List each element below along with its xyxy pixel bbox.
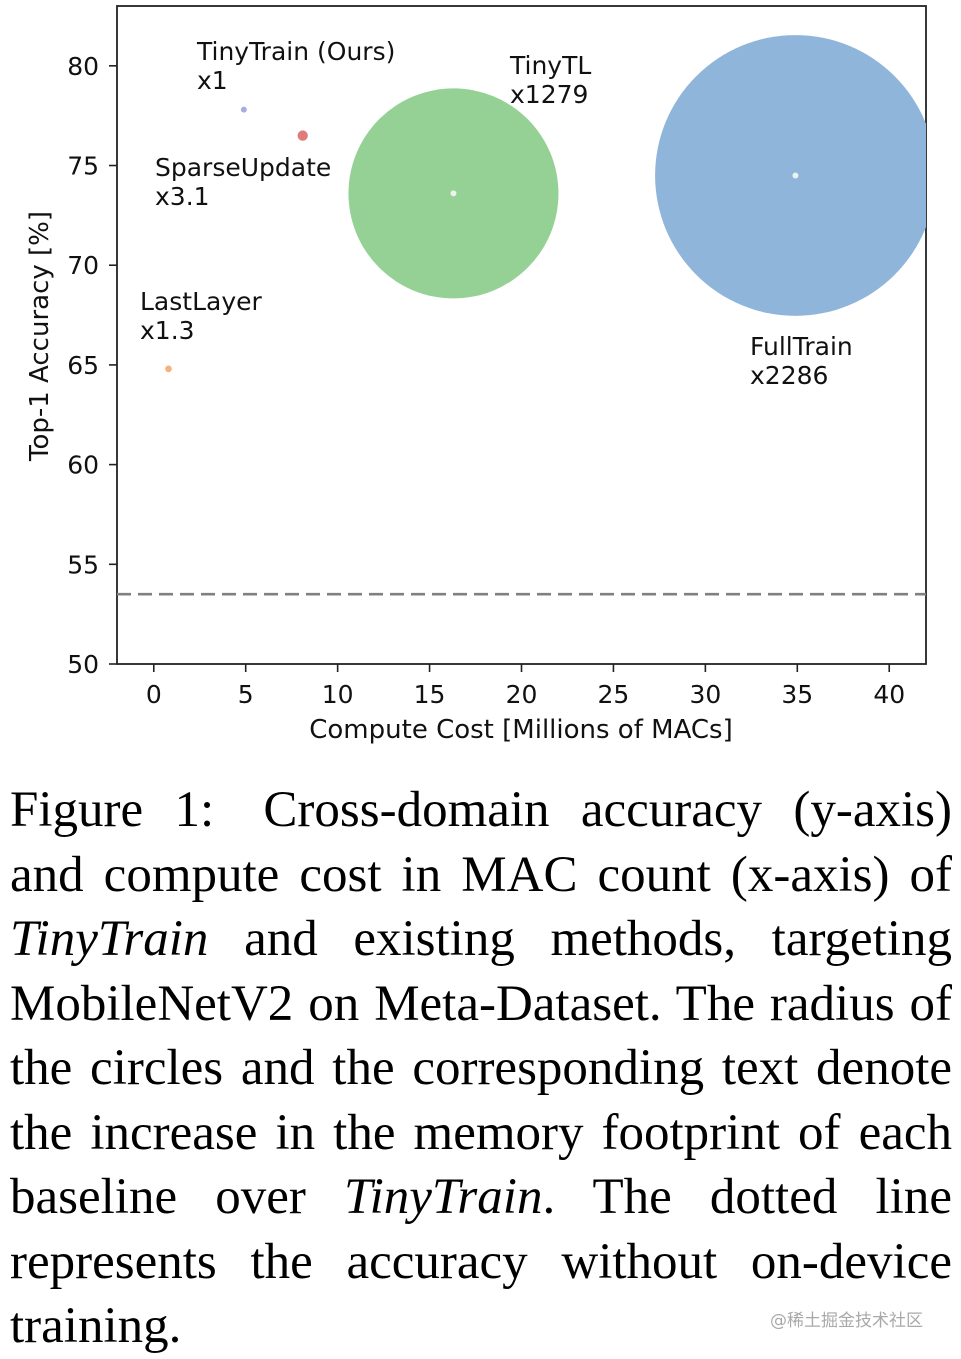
x-tick-label: 25 [598, 680, 630, 709]
bubble-tinytrain-ours [240, 106, 247, 113]
bubble-sparseupdate [297, 130, 308, 141]
annotation-tinytrain-ours-factor: x1 [197, 66, 228, 95]
annotation-fulltrain-name: FullTrain [750, 332, 853, 361]
bubble-center-dot [792, 172, 799, 179]
x-tick-label: 35 [781, 680, 813, 709]
annotation-sparseupdate-factor: x3.1 [155, 182, 210, 211]
annotation-sparseupdate-name: SparseUpdate [155, 153, 331, 182]
caption-text-1: Cross-domain accuracy (y-axis) and compu… [10, 782, 953, 903]
bubble-chart: 0 5 10 15 20 25 30 35 40 50 55 60 65 70 75 80 LastLaye… [25, 5, 927, 745]
watermark: @稀土掘金技术社区 [770, 1311, 923, 1331]
figure-number: Figure 1: [10, 782, 215, 838]
x-tick-label: 40 [873, 680, 905, 709]
x-tick-label: 15 [414, 680, 446, 709]
x-tick-label: 10 [322, 680, 354, 709]
caption-text-2: and existing methods, targeting MobileNe… [10, 911, 953, 1225]
annotation-tinytrain-ours-name: TinyTrain (Ours) [196, 37, 395, 66]
caption-emphasis-2: TinyTrain [344, 1169, 543, 1225]
x-tick-label: 30 [689, 680, 721, 709]
bubble-fulltrain [655, 35, 926, 316]
caption-text-3: . The dotted line represents the accurac… [10, 1169, 952, 1354]
x-tick-label: 0 [146, 680, 162, 709]
annotation-lastlayer-name: LastLayer [140, 287, 262, 316]
annotation-tinytl-name: TinyTL [509, 51, 591, 80]
annotation-fulltrain-factor: x2286 [750, 361, 828, 390]
bubble-lastlayer [165, 365, 172, 373]
y-axis-label: Top-1 Accuracy [%] [25, 211, 55, 462]
caption-emphasis-1: TinyTrain [10, 911, 209, 967]
bubble-center-dot [450, 190, 457, 197]
y-tick-label: 50 [67, 650, 99, 679]
x-axis-label: Compute Cost [Millions of MACs] [309, 715, 733, 745]
y-tick-label: 70 [67, 251, 99, 280]
y-tick-label: 55 [67, 550, 99, 579]
figure-caption: Figure 1: Cross-domain accuracy (y-axis)… [10, 778, 952, 1359]
annotation-lastlayer-factor: x1.3 [140, 316, 195, 345]
annotation-tinytl-factor: x1279 [510, 80, 588, 109]
y-tick-label: 60 [67, 451, 99, 480]
y-tick-label: 65 [67, 351, 99, 380]
x-tick-label: 5 [238, 680, 254, 709]
y-tick-label: 75 [67, 152, 99, 181]
y-tick-label: 80 [67, 52, 99, 81]
x-tick-label: 20 [506, 680, 538, 709]
